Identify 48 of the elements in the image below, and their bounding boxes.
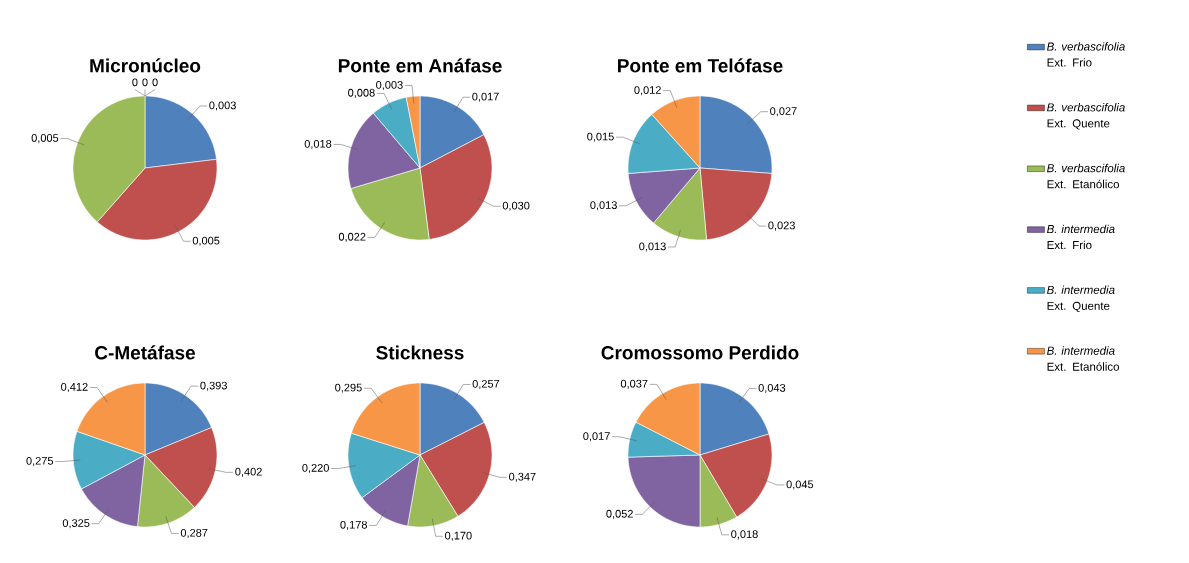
data-label: 0,022 [338,232,366,242]
data-label: 0,037 [620,379,648,389]
data-label: 0,287 [180,528,208,539]
data-label: 0,052 [606,509,633,519]
data-label: 0,178 [340,520,367,530]
legend-label: B. intermedia Ext. Frio [1047,224,1115,250]
data-label: 0,412 [61,383,88,393]
data-label: 0,027 [770,107,797,117]
chart-title: Stickness [376,345,464,360]
legend-label: B. intermedia Ext. Etanólico [1047,346,1120,371]
data-label: 0,012 [634,86,661,96]
chart-title: Ponte em Telófase [618,58,783,73]
data-label: 0,325 [62,519,90,529]
data-label: 0,257 [472,379,500,389]
data-label: 0,347 [509,472,536,482]
data-label: 0,017 [583,432,610,442]
data-label: 0,013 [590,201,617,211]
chart-title: C-Metáfase [95,345,196,360]
data-label: 0,402 [235,467,262,477]
legend-label: B. verbascifolia Ext. Etanólico [1047,163,1125,189]
data-label: 0,008 [348,88,375,98]
data-label: 0,005 [192,236,220,246]
data-label: 0,275 [26,456,54,467]
data-label: 0,393 [200,381,227,391]
text: 0 [142,78,148,87]
legend-label: B. verbascifolia Ext. Quente [1047,103,1125,130]
legend-label: B. intermedia Ext. Quente [1047,285,1115,313]
legend-label: B. verbascifolia Ext. Frio [1047,42,1125,67]
text: Micronúcleo [90,58,201,73]
data-label: 0,030 [502,201,530,211]
chart-title: Cromossomo Perdido [601,345,799,360]
data-label: 0,015 [587,132,614,142]
data-label: 0,220 [302,464,329,474]
data-label: 0,018 [304,139,332,149]
data-label: 0,013 [639,242,666,252]
data-label: 0,017 [472,92,499,102]
data-label: 0,005 [31,134,59,144]
text: 0 [132,78,138,87]
text: 0 [152,78,158,87]
data-label: 0,018 [731,530,758,540]
chart-title: Ponte em Anáfase [338,58,502,73]
data-label: 0,045 [786,480,814,490]
data-label: 0,170 [445,531,472,541]
data-label: 0,003 [376,81,403,91]
data-label: 0,043 [758,383,786,394]
data-label: 0,003 [209,101,236,111]
data-label: 0,295 [335,383,362,393]
data-label: 0,023 [768,221,795,231]
